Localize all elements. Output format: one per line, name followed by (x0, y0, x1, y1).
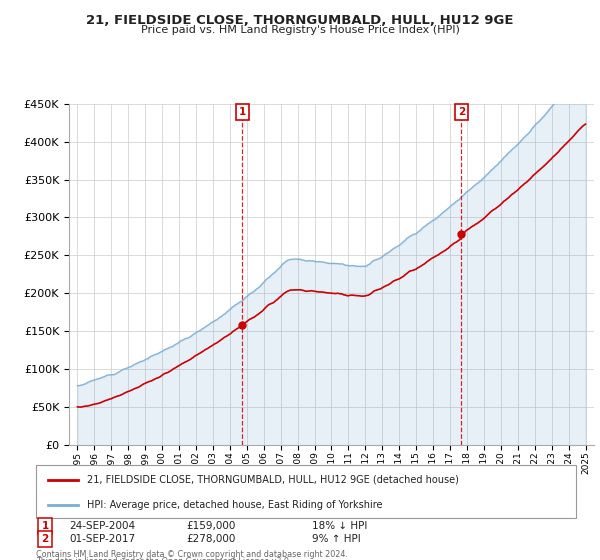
Text: 18% ↓ HPI: 18% ↓ HPI (312, 521, 367, 531)
Text: £278,000: £278,000 (186, 534, 235, 544)
Text: This data is licensed under the Open Government Licence v3.0.: This data is licensed under the Open Gov… (36, 557, 292, 560)
Text: 1: 1 (41, 521, 49, 531)
Text: 1: 1 (239, 108, 246, 118)
Text: 01-SEP-2017: 01-SEP-2017 (69, 534, 135, 544)
Text: 2: 2 (458, 108, 465, 118)
Text: 9% ↑ HPI: 9% ↑ HPI (312, 534, 361, 544)
Text: £159,000: £159,000 (186, 521, 235, 531)
Text: 21, FIELDSIDE CLOSE, THORNGUMBALD, HULL, HU12 9GE (detached house): 21, FIELDSIDE CLOSE, THORNGUMBALD, HULL,… (87, 475, 459, 485)
Text: 24-SEP-2004: 24-SEP-2004 (69, 521, 135, 531)
Text: 2: 2 (41, 534, 49, 544)
Text: Price paid vs. HM Land Registry's House Price Index (HPI): Price paid vs. HM Land Registry's House … (140, 25, 460, 35)
Text: HPI: Average price, detached house, East Riding of Yorkshire: HPI: Average price, detached house, East… (87, 500, 383, 510)
Text: 21, FIELDSIDE CLOSE, THORNGUMBALD, HULL, HU12 9GE: 21, FIELDSIDE CLOSE, THORNGUMBALD, HULL,… (86, 14, 514, 27)
Text: Contains HM Land Registry data © Crown copyright and database right 2024.: Contains HM Land Registry data © Crown c… (36, 550, 348, 559)
